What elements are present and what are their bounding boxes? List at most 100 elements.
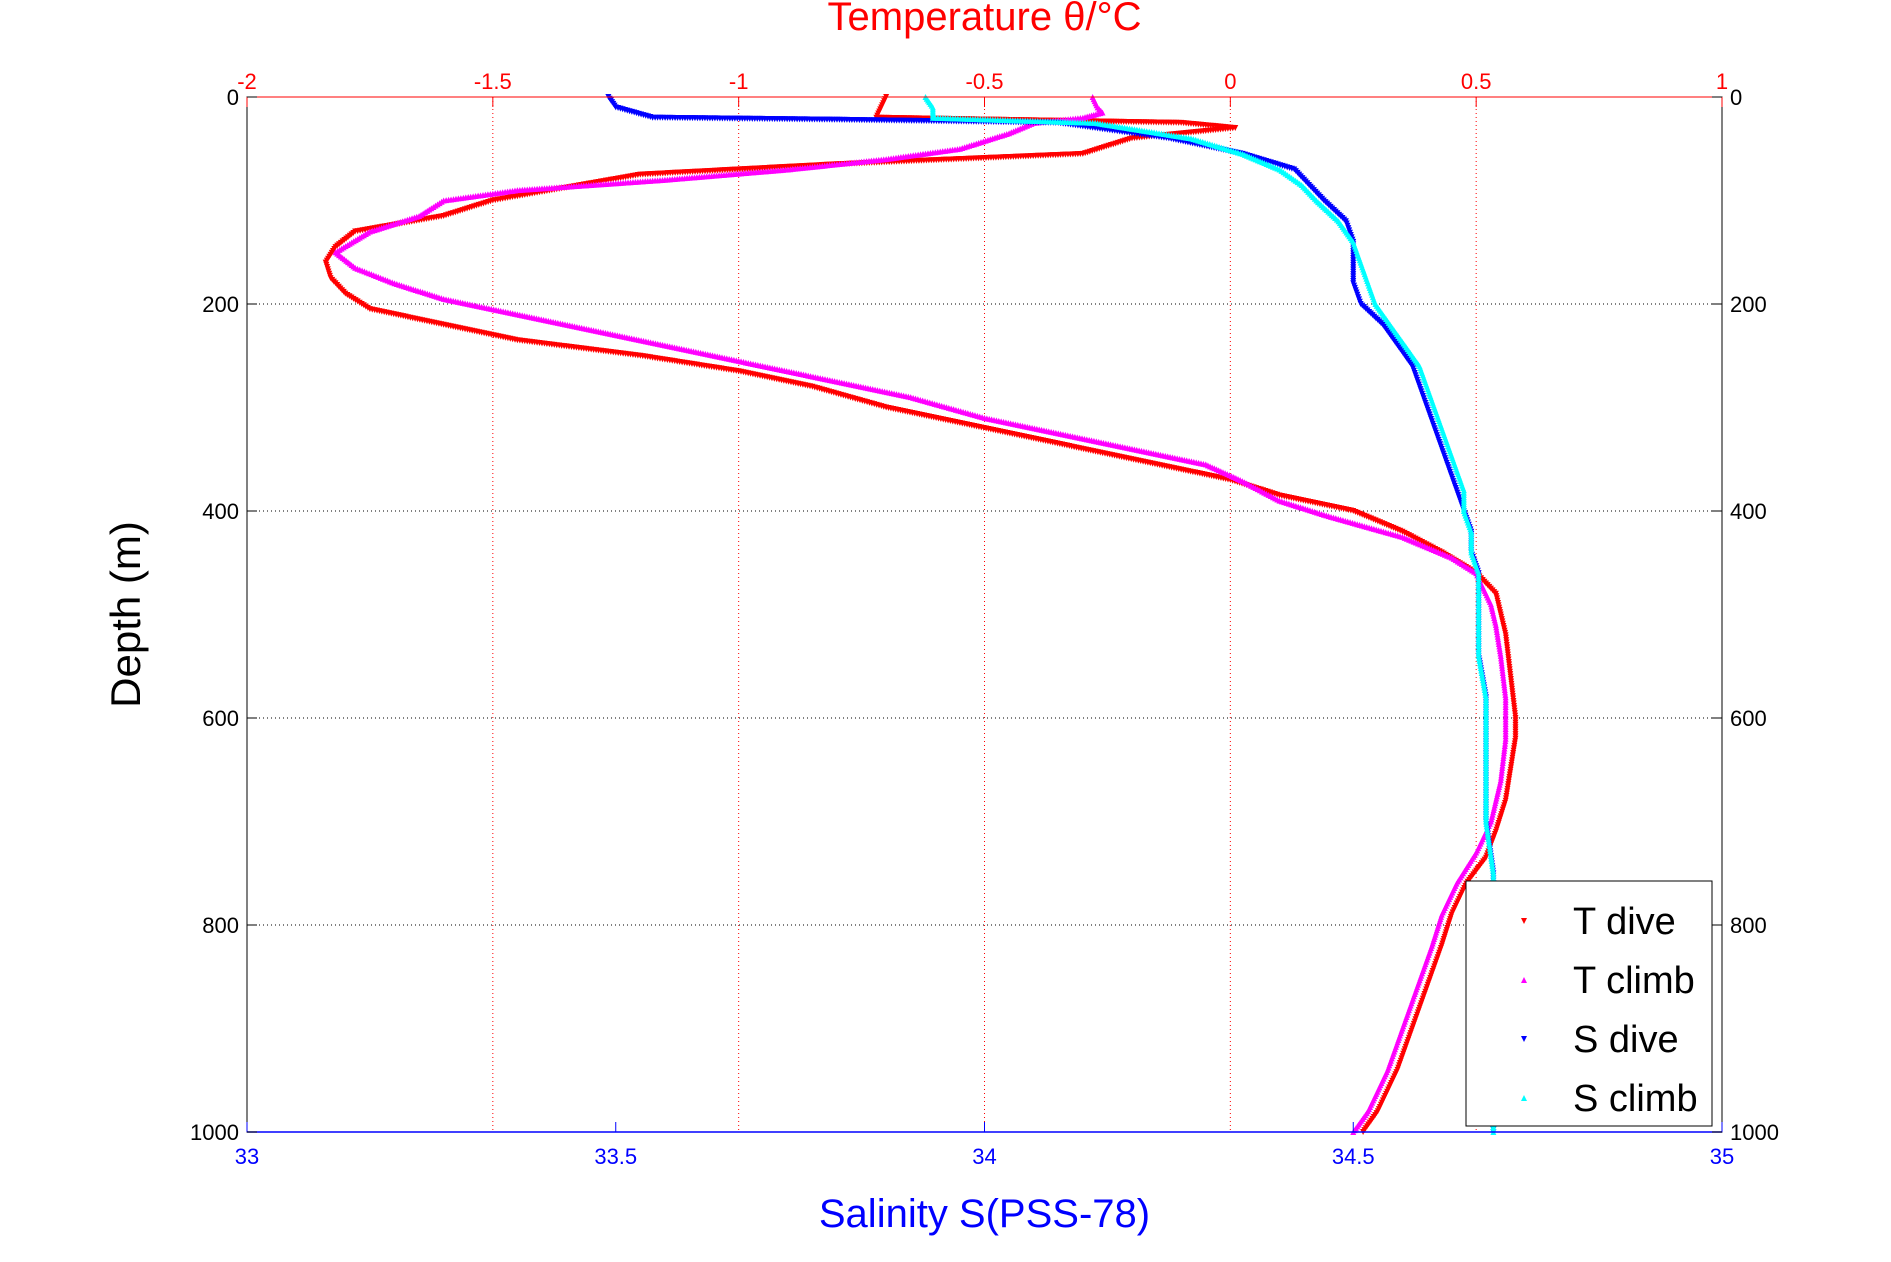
legend-label: S climb [1573,1078,1698,1120]
data-point [1495,636,1502,643]
axes: -2 -1.5 -1 -0.5 0 0.5 1 33 33.5 34 34.5 35 0 0 200 200 4… [190,69,1779,1169]
data-point [1502,738,1509,745]
data-point [1486,843,1493,850]
data-point [1502,735,1509,742]
data-point [1484,825,1491,832]
data-point [1487,850,1494,857]
salinity-tick-label: 33 [235,1144,259,1169]
data-point [1478,669,1485,676]
temperature-tick-label: 1 [1716,69,1728,94]
data-point [1497,652,1504,659]
data-point [1500,757,1507,764]
data-point [1498,655,1505,662]
data-point [1493,624,1500,631]
data-point [1477,665,1484,672]
data-point [1483,823,1490,830]
salinity-tick-label: 33.5 [594,1144,637,1169]
legend-marker [1521,977,1527,983]
data-point [1499,669,1506,676]
temperature-tick-label: 0 [1224,69,1236,94]
data-point [1502,689,1509,696]
depth-tick-label-right: 0 [1730,85,1742,110]
data-series [322,94,1519,1135]
data-point [1488,855,1495,862]
depth-tick-label-right: 400 [1730,499,1767,524]
data-point [1498,660,1505,667]
data-point [1482,689,1489,696]
temperature-tick-label: -1.5 [474,69,512,94]
series-t-dive [322,94,1519,1135]
top-axis-title: Temperature θ/°C [828,0,1142,39]
temperature-tick-label: -0.5 [966,69,1004,94]
data-point [1478,667,1485,674]
data-point [1483,818,1489,825]
data-point [1480,679,1487,686]
depth-tick-label-left: 600 [202,706,239,731]
legend-box [1465,880,1713,1127]
data-point [1500,672,1507,679]
data-point [1498,662,1505,669]
depth-tick-label-left: 1000 [190,1120,239,1145]
data-point [1485,835,1492,842]
data-point [1501,684,1508,691]
data-point [1476,655,1483,662]
data-point [1485,833,1492,840]
data-point [1500,755,1507,762]
data-point [1499,762,1506,769]
data-point [1479,672,1486,679]
data-point [1498,767,1505,774]
series-t-climb [332,94,1509,1135]
data-point [1500,677,1507,684]
legend-label: T dive [1573,901,1676,943]
salinity-tick-label: 35 [1710,1144,1734,1169]
data-point [1502,691,1509,698]
data-point [1486,845,1493,852]
data-point [1501,745,1508,752]
data-point [1495,640,1502,647]
data-point [1480,682,1487,689]
salinity-tick-label: 34.5 [1332,1144,1375,1169]
depth-tick-label-right: 800 [1730,913,1767,938]
data-point [1477,662,1484,669]
data-point [1496,643,1503,650]
data-point [1479,677,1486,684]
y-axis-title: Depth (m) [102,521,149,708]
data-point [1494,633,1501,640]
data-point [1481,686,1488,693]
data-point [1502,740,1509,747]
data-point [1483,820,1490,827]
depth-tick-label-right: 1000 [1730,1120,1779,1145]
data-point [1497,650,1504,657]
data-point [1499,764,1506,771]
data-point [1499,667,1506,674]
data-point [1498,774,1505,781]
depth-tick-label-left: 200 [202,292,239,317]
data-point [1494,631,1501,638]
data-point [1485,838,1492,845]
data-point [1499,665,1506,672]
data-point [1482,691,1489,698]
legend-marker [1521,1036,1527,1042]
depth-tick-label-right: 200 [1730,292,1767,317]
data-point [1495,638,1502,645]
depth-tick-label-left: 800 [202,913,239,938]
data-point [1500,679,1507,686]
data-point [1476,660,1483,667]
data-point [1496,648,1503,655]
legend: T dive T climb S dive S climb [1465,880,1713,1127]
data-point [1498,769,1505,776]
grid-lines [247,97,1722,1132]
bottom-axis-title: Salinity S(PSS-78) [819,1192,1150,1236]
data-point [1490,867,1497,874]
data-point [1487,853,1494,859]
temperature-tick-label: -1 [729,69,749,94]
legend-marker [1521,1095,1527,1101]
data-point [1501,682,1508,689]
data-point [1501,686,1508,693]
data-point [1475,652,1482,659]
data-point [1501,743,1508,750]
legend-marker [1521,918,1527,924]
data-point [1489,865,1496,872]
depth-tick-label-left: 400 [202,499,239,524]
